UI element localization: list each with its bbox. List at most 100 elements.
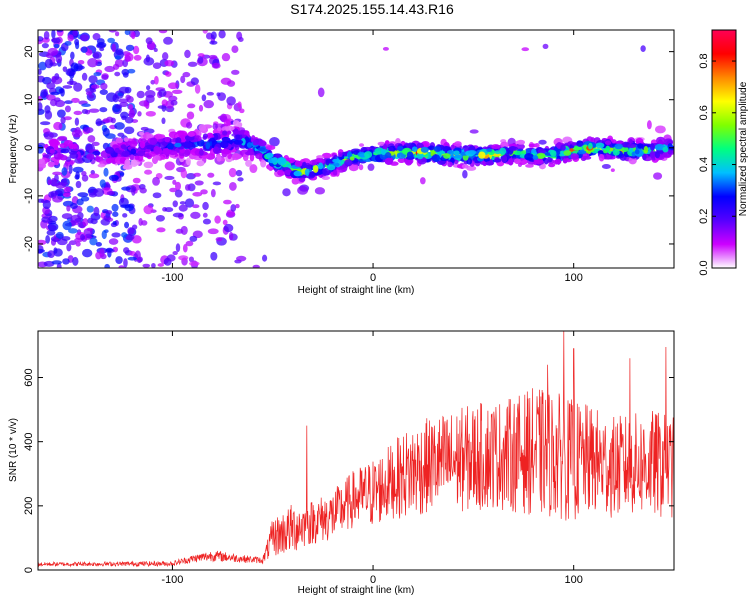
spectrogram-cell bbox=[485, 161, 494, 166]
spectrogram-cell bbox=[542, 43, 549, 49]
spectrogram-cell bbox=[454, 141, 462, 147]
spectrogram-cell bbox=[187, 61, 198, 67]
spectrogram-cell bbox=[52, 237, 60, 243]
spectrogram-cell bbox=[161, 52, 169, 61]
spectrogram-cell bbox=[653, 172, 663, 180]
y-tick-label: 400 bbox=[23, 432, 35, 450]
spectrogram-cell bbox=[209, 40, 218, 45]
spectrogram-cell bbox=[49, 148, 55, 154]
spectrogram-cell bbox=[145, 54, 151, 63]
y-tick-label: 10 bbox=[23, 94, 35, 106]
spectrogram-cell bbox=[211, 62, 221, 69]
spectrogram-cell bbox=[115, 48, 124, 56]
spectrogram-cell bbox=[275, 154, 282, 158]
spectrogram-cell bbox=[500, 141, 509, 149]
spectrogram-cell bbox=[38, 248, 45, 253]
spectrogram-cell bbox=[49, 138, 59, 147]
spectrogram-cell bbox=[215, 237, 223, 242]
spectrogram-cell bbox=[305, 164, 312, 169]
spectrogram-cell bbox=[82, 218, 89, 227]
spectrogram-cell bbox=[130, 148, 137, 155]
spectrogram-cell bbox=[155, 155, 161, 161]
y-tick-label: 600 bbox=[23, 368, 35, 386]
spectrogram-cell bbox=[219, 140, 229, 149]
spectrogram-cell bbox=[127, 68, 136, 74]
spectrogram-cell bbox=[501, 154, 508, 163]
spectrogram-cell bbox=[80, 196, 90, 202]
spectrogram-cell bbox=[46, 94, 56, 101]
spectrogram-cell bbox=[382, 46, 389, 51]
snr-y-axis-label: SNR (10 * v/v) bbox=[8, 418, 19, 482]
spectrogram-cell bbox=[57, 153, 64, 159]
spectrogram-cell bbox=[128, 104, 134, 110]
colorbar-tick-label: 0.8 bbox=[698, 53, 710, 68]
spectrogram-cell bbox=[267, 157, 278, 164]
spectrogram-cell bbox=[654, 125, 666, 134]
spectrogram-cell bbox=[117, 132, 125, 137]
spectrogram-cell bbox=[92, 52, 100, 59]
spectrogram-cell bbox=[125, 44, 135, 52]
snr-x-axis-label: Height of straight line (km) bbox=[298, 585, 415, 596]
spectrogram-cell bbox=[242, 153, 249, 162]
spectrogram-cell bbox=[123, 126, 135, 135]
spectrogram-cell bbox=[127, 256, 137, 261]
spectrogram-cell bbox=[93, 188, 105, 197]
spectrogram-cell bbox=[182, 141, 193, 149]
spectrogram-cell bbox=[667, 143, 673, 151]
spectrogram-cell bbox=[598, 153, 605, 162]
spectrogram-cell bbox=[588, 142, 593, 150]
spectrogram-cell bbox=[491, 144, 501, 150]
spectrogram-cell bbox=[151, 263, 156, 268]
spectrogram-cell bbox=[152, 62, 162, 69]
spectrogram-cell bbox=[233, 154, 243, 160]
spectrogram-cell bbox=[189, 261, 200, 267]
spectrogram-cell bbox=[239, 108, 245, 114]
spectrogram-cell bbox=[269, 136, 280, 147]
spectrogram-cell bbox=[237, 37, 244, 42]
spectrogram-cell bbox=[202, 201, 209, 211]
spectrogram-cell bbox=[223, 199, 232, 205]
spectrogram-cell bbox=[513, 158, 521, 165]
spectrogram-cell bbox=[534, 143, 540, 148]
spectrogram-cell bbox=[226, 96, 236, 106]
spectrogram-cell bbox=[307, 171, 316, 177]
spectrogram-cell bbox=[43, 31, 50, 40]
spectrogram-cell bbox=[184, 198, 195, 208]
y-tick-label: 0 bbox=[23, 567, 35, 573]
spectrogram-cell bbox=[123, 258, 128, 268]
spectrogram-cell bbox=[69, 202, 78, 209]
spectrogram-cell bbox=[494, 150, 502, 155]
spectrogram-cell bbox=[184, 184, 191, 191]
spectrogram-cell bbox=[100, 82, 108, 90]
spectrogram-cell bbox=[53, 43, 60, 49]
spectrogram-cell bbox=[185, 122, 193, 129]
spectrogram-cell bbox=[38, 198, 45, 203]
spectrogram-cell bbox=[635, 137, 644, 145]
spectrogram-cell bbox=[245, 159, 252, 167]
spectrogram-cell bbox=[642, 153, 647, 161]
y-tick-label: -10 bbox=[23, 188, 35, 204]
spectrogram-cell bbox=[206, 91, 215, 96]
spectrogram-cell bbox=[231, 69, 240, 75]
spectrogram-cell bbox=[153, 146, 161, 154]
spectrogram-cell bbox=[178, 204, 188, 212]
spectrogram-cell bbox=[108, 30, 117, 33]
spectrogram-cell bbox=[235, 134, 241, 140]
spectrogram-cell bbox=[146, 85, 151, 91]
spectrogram-cell bbox=[524, 152, 534, 161]
spectrogram-cell bbox=[446, 150, 455, 155]
spectrogram-cell bbox=[108, 174, 119, 182]
spectrogram-cell bbox=[508, 158, 514, 166]
spectrogram-cell bbox=[118, 86, 130, 94]
spectrogram-cell bbox=[60, 87, 65, 97]
spectrogram-cell bbox=[604, 140, 612, 146]
spectrogram-cell bbox=[136, 90, 145, 99]
spectrogram-cell bbox=[237, 177, 244, 182]
spectrogram-cell bbox=[649, 150, 655, 159]
spectrogram-cell bbox=[81, 103, 91, 108]
spectrogram-cell bbox=[621, 147, 629, 153]
y-tick-label: 0 bbox=[23, 145, 35, 151]
spectrogram-cell bbox=[180, 168, 188, 179]
spectrogram-cell bbox=[317, 87, 325, 98]
spectrogram-cell bbox=[314, 187, 326, 195]
